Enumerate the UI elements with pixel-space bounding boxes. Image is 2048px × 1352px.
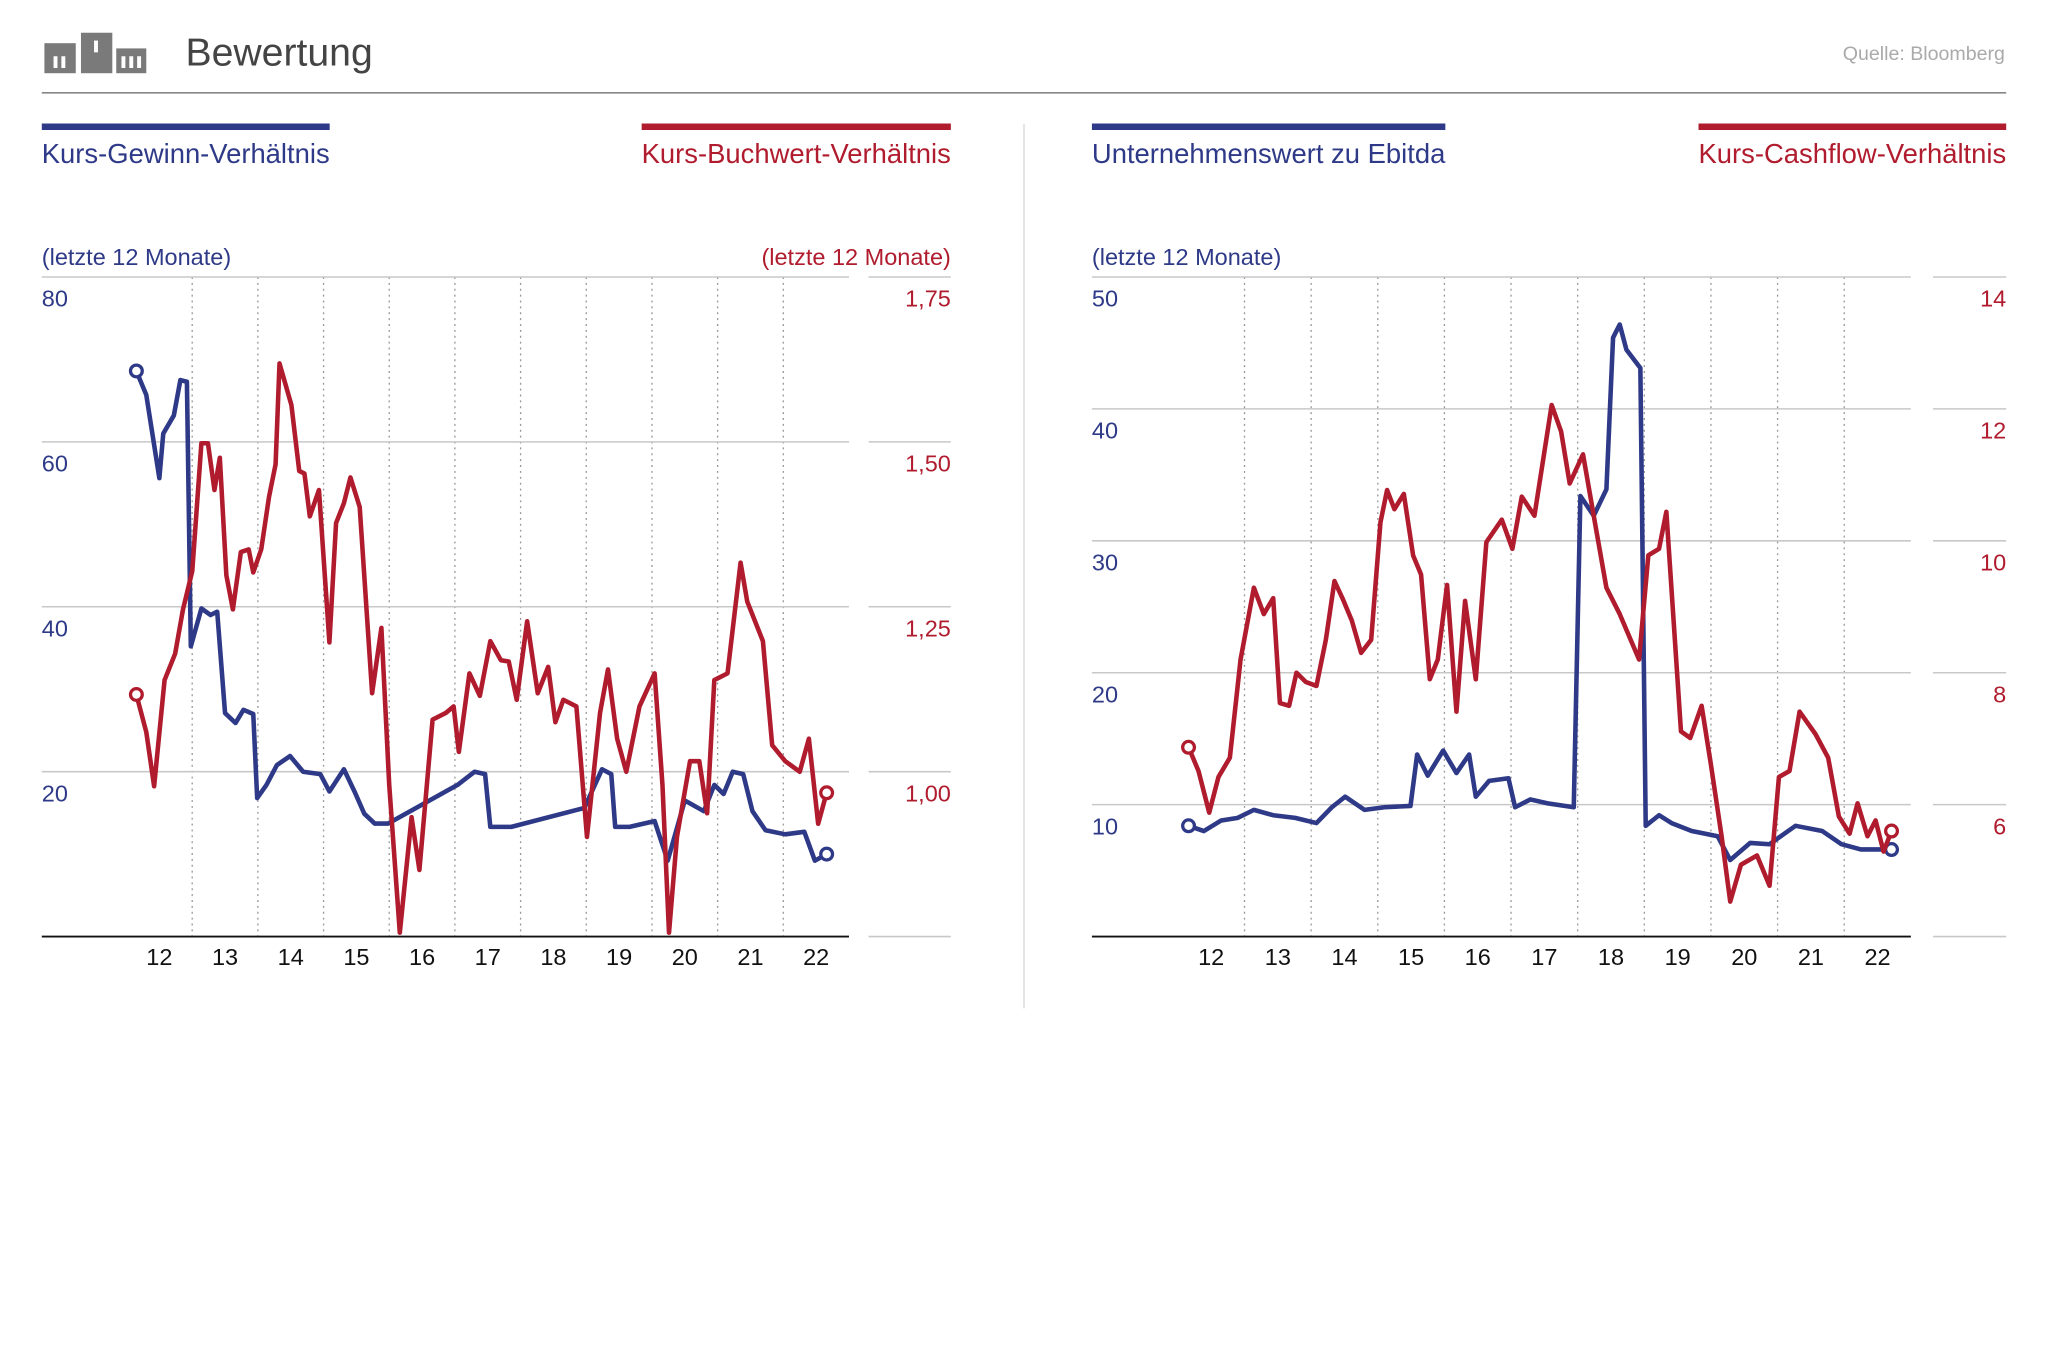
x-tick-label: 18 (540, 944, 566, 970)
x-tick-label: 20 (672, 944, 698, 970)
x-tick-label: 20 (1731, 944, 1757, 970)
legend-label: Unternehmenswert zu Ebitda (1092, 138, 1446, 169)
x-tick-label: 21 (1798, 944, 1824, 970)
end-point (819, 846, 835, 862)
y2-tick-label: 12 (1980, 418, 2006, 444)
y-tick-label: 20 (1092, 681, 1118, 707)
end-point (128, 363, 144, 379)
x-tick-label: 12 (146, 944, 172, 970)
series-line (1186, 402, 1894, 904)
x-tick-label: 12 (1198, 944, 1224, 970)
y2-tick-label: 14 (1980, 286, 2006, 312)
y2-tick-label: 1,50 (905, 451, 951, 477)
y2-tick-label: 6 (1993, 813, 2006, 839)
x-tick-label: 13 (212, 944, 238, 970)
y-tick-label: 60 (42, 451, 68, 477)
x-tick-label: 13 (1265, 944, 1291, 970)
x-tick-label: 19 (1665, 944, 1691, 970)
series-line (134, 361, 829, 935)
end-point (1884, 823, 1900, 839)
y2-tick-label: 10 (1980, 550, 2006, 576)
end-point (1181, 739, 1197, 755)
end-point (128, 686, 144, 703)
x-tick-label: 15 (343, 944, 369, 970)
x-tick-label: 17 (475, 944, 501, 970)
y-tick-label: 80 (42, 286, 68, 312)
y2-tick-label: 1,75 (905, 286, 951, 312)
end-point (1181, 818, 1197, 834)
source: Quelle: Bloomberg (1843, 43, 2005, 65)
page-title: Bewertung (185, 31, 372, 74)
y2-tick-label: 8 (1993, 681, 2006, 707)
x-tick-label: 14 (278, 944, 304, 970)
y-tick-label: 40 (42, 615, 68, 641)
x-tick-label: 22 (1864, 944, 1890, 970)
y-tick-label: 50 (1092, 286, 1118, 312)
end-point (819, 785, 835, 801)
y-tick-label: 40 (1092, 418, 1118, 444)
y2-tick-label: 1,00 (905, 780, 951, 806)
y2-tick-label: 1,25 (905, 615, 951, 641)
series-line (1187, 322, 1892, 863)
legend-label: Kurs-Gewinn-Verhältnis (42, 138, 330, 169)
legend-label: Kurs-Buchwert-Verhältnis (642, 138, 951, 169)
y-tick-label: 20 (42, 780, 68, 806)
x-tick-label: 15 (1398, 944, 1424, 970)
x-tick-label: 19 (606, 944, 632, 970)
y-tick-label: 30 (1092, 550, 1118, 576)
x-tick-label: 22 (803, 944, 829, 970)
y-axis-label: (letzte 12 Monate) (42, 244, 231, 270)
series-line (134, 370, 828, 863)
legend-label: Kurs-Cashflow-Verhältnis (1699, 138, 2007, 169)
x-tick-label: 18 (1598, 944, 1624, 970)
y-axis-label: (letzte 12 Monate) (1092, 244, 1281, 270)
logo (44, 32, 147, 74)
x-tick-label: 14 (1331, 944, 1357, 970)
x-tick-label: 17 (1531, 944, 1557, 970)
x-tick-label: 16 (1465, 944, 1491, 970)
y2-axis-label: (letzte 12 Monate) (761, 244, 950, 270)
x-tick-label: 16 (409, 944, 435, 970)
y-tick-label: 10 (1092, 813, 1118, 839)
x-tick-label: 21 (737, 944, 763, 970)
